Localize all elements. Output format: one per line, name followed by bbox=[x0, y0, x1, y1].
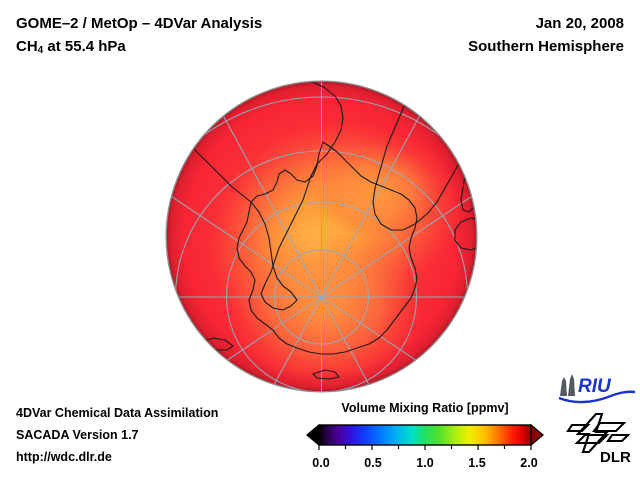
colorbar-bar bbox=[306, 420, 544, 455]
colorbar-gradient bbox=[318, 424, 532, 446]
dlr-wordmark: DLR bbox=[600, 449, 631, 464]
coastline-island-small bbox=[312, 369, 340, 380]
coastline-madagascar bbox=[460, 169, 477, 213]
south-pole-marker bbox=[319, 294, 324, 300]
colorbar-tick-2: 1.0 bbox=[416, 456, 434, 470]
globe-map bbox=[165, 80, 478, 393]
dlr-mark-icon bbox=[566, 412, 631, 454]
header-left: GOME–2 / MetOp – 4DVar Analysis CH4 at 5… bbox=[16, 12, 262, 62]
riu-tower-icon bbox=[560, 374, 575, 396]
dlr-logo: DLR bbox=[566, 412, 634, 466]
colorbar-tick-labels: 0.0 0.5 1.0 1.5 2.0 bbox=[307, 456, 543, 470]
colorbar-tick-1: 0.5 bbox=[364, 456, 382, 470]
header-right: Jan 20, 2008 Southern Hemisphere bbox=[468, 12, 624, 58]
species-subscript: 4 bbox=[37, 45, 44, 56]
colorbar-extend-left bbox=[306, 424, 320, 446]
header-date: Jan 20, 2008 bbox=[535, 15, 624, 32]
header-hemisphere: Southern Hemisphere bbox=[468, 38, 624, 55]
title-line-species: CH4 at 55.4 hPa bbox=[16, 35, 262, 62]
riu-wordmark: RIU bbox=[578, 376, 612, 397]
colorbar-ticks bbox=[318, 445, 532, 450]
species-level: at 55.4 hPa bbox=[43, 38, 126, 55]
globe-limb bbox=[165, 80, 478, 393]
species-prefix: CH bbox=[16, 38, 38, 55]
colorbar-title: Volume Mixing Ratio [ppmv] bbox=[341, 401, 509, 415]
colorbar-tick-4: 2.0 bbox=[520, 456, 538, 470]
colorbar: Volume Mixing Ratio [ppmv] bbox=[306, 400, 544, 470]
riu-logo: RIU bbox=[558, 372, 636, 406]
coastline-australia bbox=[454, 217, 477, 251]
colorbar-extend-right bbox=[530, 424, 544, 446]
footer-line-url[interactable]: http://wdc.dlr.de bbox=[16, 450, 112, 464]
footer-text: 4DVar Chemical Data Assimilation SACADA … bbox=[16, 402, 218, 468]
colorbar-tick-0: 0.0 bbox=[312, 456, 330, 470]
footer-line-version: SACADA Version 1.7 bbox=[16, 428, 139, 442]
colorbar-tick-3: 1.5 bbox=[468, 456, 486, 470]
coastline-south-america bbox=[172, 81, 344, 311]
riu-wave-icon bbox=[558, 390, 636, 404]
title-line-instrument: GOME–2 / MetOp – 4DVar Analysis bbox=[16, 15, 263, 32]
coastline-antarctica bbox=[236, 141, 418, 355]
footer-line-method: 4DVar Chemical Data Assimilation bbox=[16, 406, 219, 420]
